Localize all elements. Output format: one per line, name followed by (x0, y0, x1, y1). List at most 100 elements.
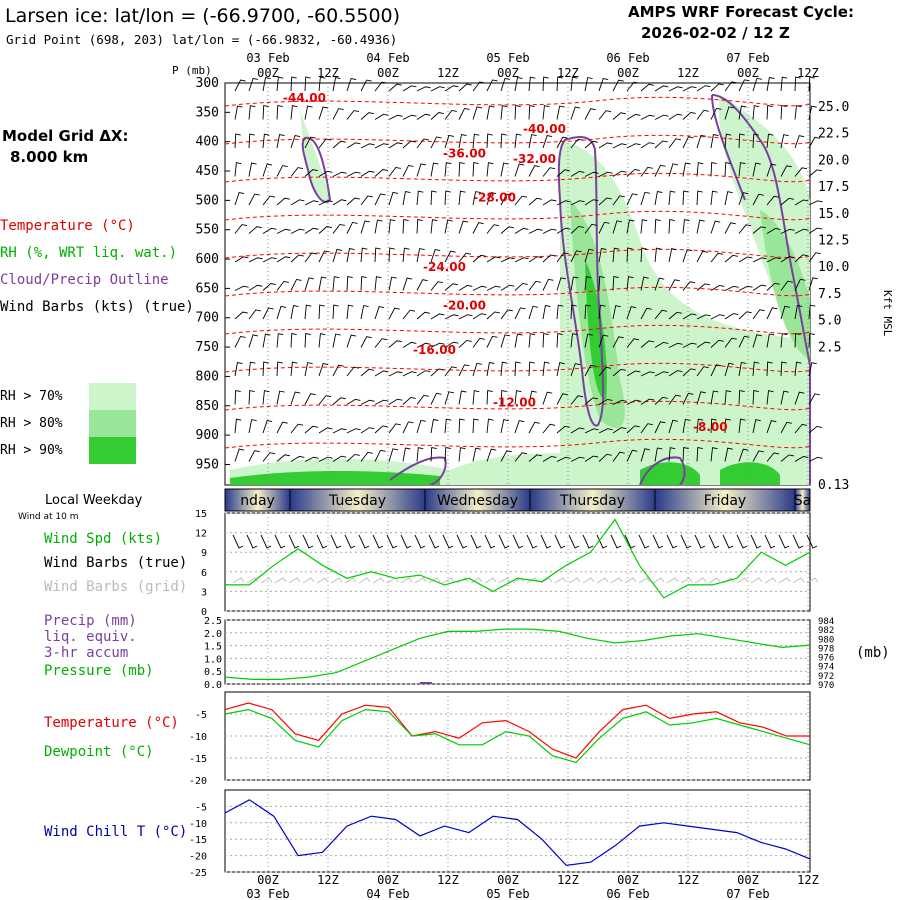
top-time-tick-9: 12Z (797, 66, 819, 80)
wind-barb (542, 332, 549, 348)
wind-barb (752, 419, 761, 434)
wind-barb (584, 199, 599, 206)
wind-barb (556, 105, 565, 120)
wind-barb (668, 163, 678, 177)
top-date-3: 06 Feb (606, 51, 649, 65)
wind-barb (346, 171, 361, 177)
wind-barb (682, 219, 690, 234)
surface-wind-barb-grid (792, 577, 805, 584)
wind-barb (318, 138, 332, 149)
wind-barb (584, 397, 599, 405)
wind-barb (444, 418, 452, 434)
wind-barb (402, 114, 417, 120)
wind-barb (598, 110, 612, 120)
wind-speed-line (225, 518, 811, 599)
surface-wind-barb-grid (274, 577, 287, 584)
wind-barb (612, 336, 624, 348)
surface-wind-barb-grid (582, 577, 595, 584)
wind-barb (234, 335, 246, 348)
wind-barb (640, 448, 650, 462)
top-time-tick-8: 00Z (737, 66, 759, 80)
wind-barb (752, 361, 760, 377)
legend-wind-speed: Wind Spd (kts) (44, 531, 162, 547)
model-grid-label: Model Grid ΔX: (2, 127, 129, 145)
wind-barb (458, 314, 473, 320)
bottom-time-tick-6: 00Z (617, 873, 639, 887)
pressure-tick-r-0: 984 (818, 617, 834, 627)
bottom-time-tick-1: 12Z (317, 873, 339, 887)
dewpoint-line (224, 708, 811, 764)
bottom-date-4: 07 Feb (726, 887, 769, 900)
wind-barb (262, 307, 274, 320)
wind-barb (514, 390, 522, 405)
wind-barb (262, 283, 276, 291)
wind-barb (318, 304, 325, 320)
wind-barb (234, 224, 248, 234)
isotherm-1 (224, 134, 811, 145)
wind-barb (556, 252, 569, 263)
wind-barb (710, 107, 722, 120)
pressure-tick-r-1: 982 (818, 626, 834, 636)
wind-barb (738, 192, 749, 206)
wind-barb (584, 77, 593, 92)
wind-barb (430, 281, 444, 291)
wind-barb (248, 334, 259, 348)
surface-wind-barb (624, 534, 636, 549)
pressure-tick-13: 950 (196, 457, 219, 472)
top-time-tick-2: 00Z (377, 66, 399, 80)
surface-wind-barb (260, 534, 272, 549)
wind-barb (668, 394, 681, 405)
wind-barb (276, 305, 287, 320)
isotherm-4 (224, 248, 811, 259)
wind-barb (696, 341, 711, 348)
wind-barb (598, 78, 609, 92)
wind-barb (668, 311, 683, 320)
wind-barb (430, 190, 437, 206)
wind-barb (640, 191, 650, 206)
wind-barb (626, 399, 641, 405)
wind-barb (444, 447, 451, 462)
surface-wind-barb-grid (638, 577, 651, 584)
weekday-bar: nday Tuesday Wednesday Thursday Friday Sa (224, 488, 811, 512)
wind-barb (528, 256, 543, 263)
wind-barb (710, 339, 724, 348)
wind-barb (374, 370, 389, 377)
wind-barb (262, 163, 273, 177)
wind-barb (374, 143, 389, 149)
wind-barb (290, 361, 298, 377)
surface-wind-barb (498, 534, 510, 549)
wind-barb (654, 341, 669, 348)
wind-barb (556, 76, 563, 92)
wind-barb (808, 304, 816, 320)
wind-barb (556, 456, 571, 462)
wind-barb (556, 304, 564, 320)
rh-shade-7 (720, 462, 780, 485)
wind-barb (808, 136, 820, 149)
surface-wind-barb (792, 534, 804, 549)
wind-barb (584, 248, 594, 263)
wind-barb (290, 199, 305, 206)
wind-barb (626, 276, 634, 291)
wind-barb (458, 339, 472, 348)
rh-shade-8 (300, 110, 330, 202)
wind-barb (360, 305, 369, 320)
temp-tick-1: -10 (189, 732, 207, 743)
wind-barb (486, 192, 497, 206)
surface-wind-barb-grid (540, 577, 553, 584)
pressure-tick-7: 650 (196, 281, 219, 296)
wind-barb (738, 162, 746, 177)
height-tick-2: 20.0 (818, 153, 849, 168)
wind-barb (640, 114, 655, 120)
wind-barb (780, 76, 788, 92)
wind-barb (500, 450, 512, 462)
wind-barb (794, 135, 805, 149)
wind-barb (766, 104, 773, 120)
wind-barb (696, 190, 703, 206)
wind-barb (486, 133, 493, 149)
surface-wind-barb-grid (806, 577, 819, 584)
wind-barb (318, 395, 332, 405)
height-tick-8: 5.0 (818, 314, 841, 329)
wind-barb (388, 83, 402, 92)
surface-wind-barb (288, 534, 300, 549)
